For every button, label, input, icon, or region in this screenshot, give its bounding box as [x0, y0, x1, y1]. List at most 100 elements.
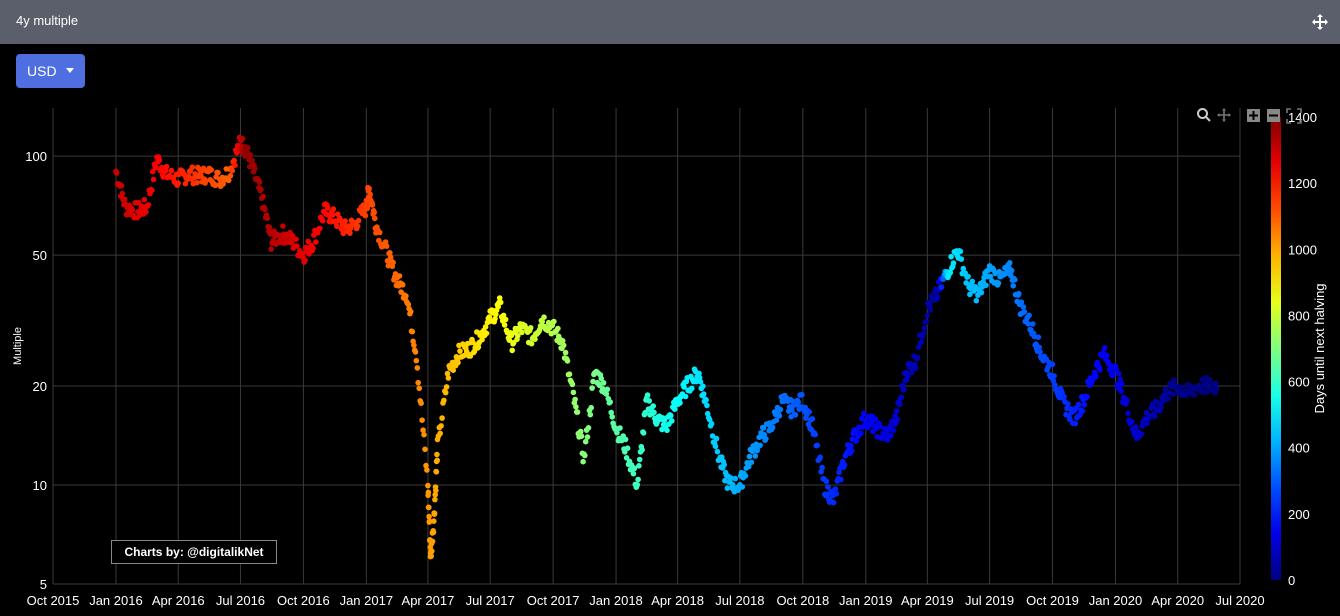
data-point: [299, 251, 306, 257]
data-point: [817, 454, 823, 461]
currency-select[interactable]: USD: [16, 54, 85, 88]
data-point: [555, 325, 561, 332]
data-point: [438, 423, 444, 429]
data-point: [461, 352, 467, 359]
data-point: [918, 339, 925, 345]
data-point: [313, 239, 319, 245]
data-point: [950, 260, 957, 266]
autoscale-icon[interactable]: [1286, 108, 1302, 124]
data-point: [634, 482, 641, 488]
data-point: [1021, 309, 1028, 315]
data-point: [1104, 352, 1110, 359]
data-point: [444, 370, 451, 377]
data-point: [302, 257, 308, 264]
data-point: [661, 417, 668, 424]
data-point: [973, 297, 980, 304]
data-point: [669, 418, 675, 424]
data-point: [168, 167, 175, 174]
data-point: [1178, 384, 1184, 390]
x-tick-label: Jan 2018: [589, 593, 643, 608]
data-point: [515, 332, 521, 339]
data-point: [387, 250, 393, 256]
data-point: [289, 233, 296, 239]
y-tick-label: 20: [33, 379, 47, 394]
y-tick-label: 5: [40, 577, 47, 592]
colorbar-title: Days until next halving: [1312, 283, 1327, 413]
data-point: [425, 489, 432, 496]
data-point: [1202, 384, 1209, 390]
data-point: [924, 312, 931, 319]
data-point: [220, 181, 226, 187]
data-point: [671, 406, 678, 413]
data-point: [967, 291, 973, 298]
data-point: [1170, 391, 1176, 397]
y-tick-label: 100: [25, 149, 47, 164]
data-point: [713, 435, 720, 442]
data-point: [777, 406, 784, 413]
data-point: [203, 177, 209, 184]
data-point: [432, 491, 439, 498]
data-point: [231, 157, 237, 164]
data-point: [858, 430, 864, 437]
data-point: [1117, 376, 1124, 383]
data-point: [338, 226, 345, 232]
data-point: [1115, 370, 1122, 377]
data-point: [1037, 349, 1043, 355]
zoom-out-icon[interactable]: [1266, 108, 1282, 124]
data-point: [411, 342, 417, 349]
x-tick-label: Jan 2016: [89, 593, 143, 608]
data-point: [570, 389, 577, 396]
pan-icon[interactable]: [1216, 107, 1232, 123]
data-point: [509, 347, 515, 354]
x-tick-label: Jul 2017: [466, 593, 515, 608]
data-point: [590, 378, 596, 385]
data-point: [995, 280, 1002, 286]
data-point: [194, 179, 200, 186]
data-point: [861, 410, 867, 417]
data-point: [724, 485, 731, 492]
colorbar-tick-label: 0: [1288, 573, 1295, 588]
data-point: [603, 391, 610, 397]
data-point: [965, 273, 971, 280]
data-point: [245, 144, 251, 151]
data-point: [422, 446, 428, 453]
data-point: [1051, 373, 1057, 379]
data-point: [697, 379, 704, 385]
data-point: [935, 294, 941, 300]
data-point: [1052, 382, 1058, 388]
data-point: [431, 510, 438, 517]
data-point: [729, 481, 736, 488]
data-point: [502, 316, 509, 323]
data-point: [119, 190, 126, 197]
zoom-icon[interactable]: [1196, 107, 1212, 123]
data-point: [559, 338, 566, 344]
zoom-in-icon[interactable]: [1246, 108, 1262, 124]
data-point: [682, 393, 689, 400]
data-point: [501, 322, 508, 328]
data-point: [1213, 385, 1220, 392]
panel-header: 4y multiple: [0, 0, 1340, 44]
y-tick-label: 50: [33, 248, 47, 263]
data-point: [760, 425, 767, 431]
data-point: [700, 383, 706, 390]
data-point: [584, 434, 591, 440]
data-point: [1010, 283, 1016, 289]
data-point: [305, 238, 312, 245]
scatter-chart[interactable]: Oct 2015 Jan 2016 Apr 2016 Jul 2016 Oct 2016…: [0, 100, 1340, 616]
data-point: [150, 176, 157, 183]
data-point: [609, 414, 615, 420]
move-icon[interactable]: [1311, 13, 1329, 31]
data-point: [455, 359, 461, 366]
data-point: [256, 179, 263, 185]
x-tick-label: Jan 2017: [340, 593, 394, 608]
data-point: [247, 152, 254, 158]
data-point: [252, 166, 258, 172]
data-point: [149, 187, 155, 193]
data-point: [419, 417, 425, 424]
data-point: [1075, 401, 1082, 408]
data-point: [519, 329, 525, 336]
data-point: [572, 396, 578, 403]
data-point: [569, 381, 576, 388]
data-point: [182, 180, 189, 187]
data-point: [1165, 395, 1171, 402]
